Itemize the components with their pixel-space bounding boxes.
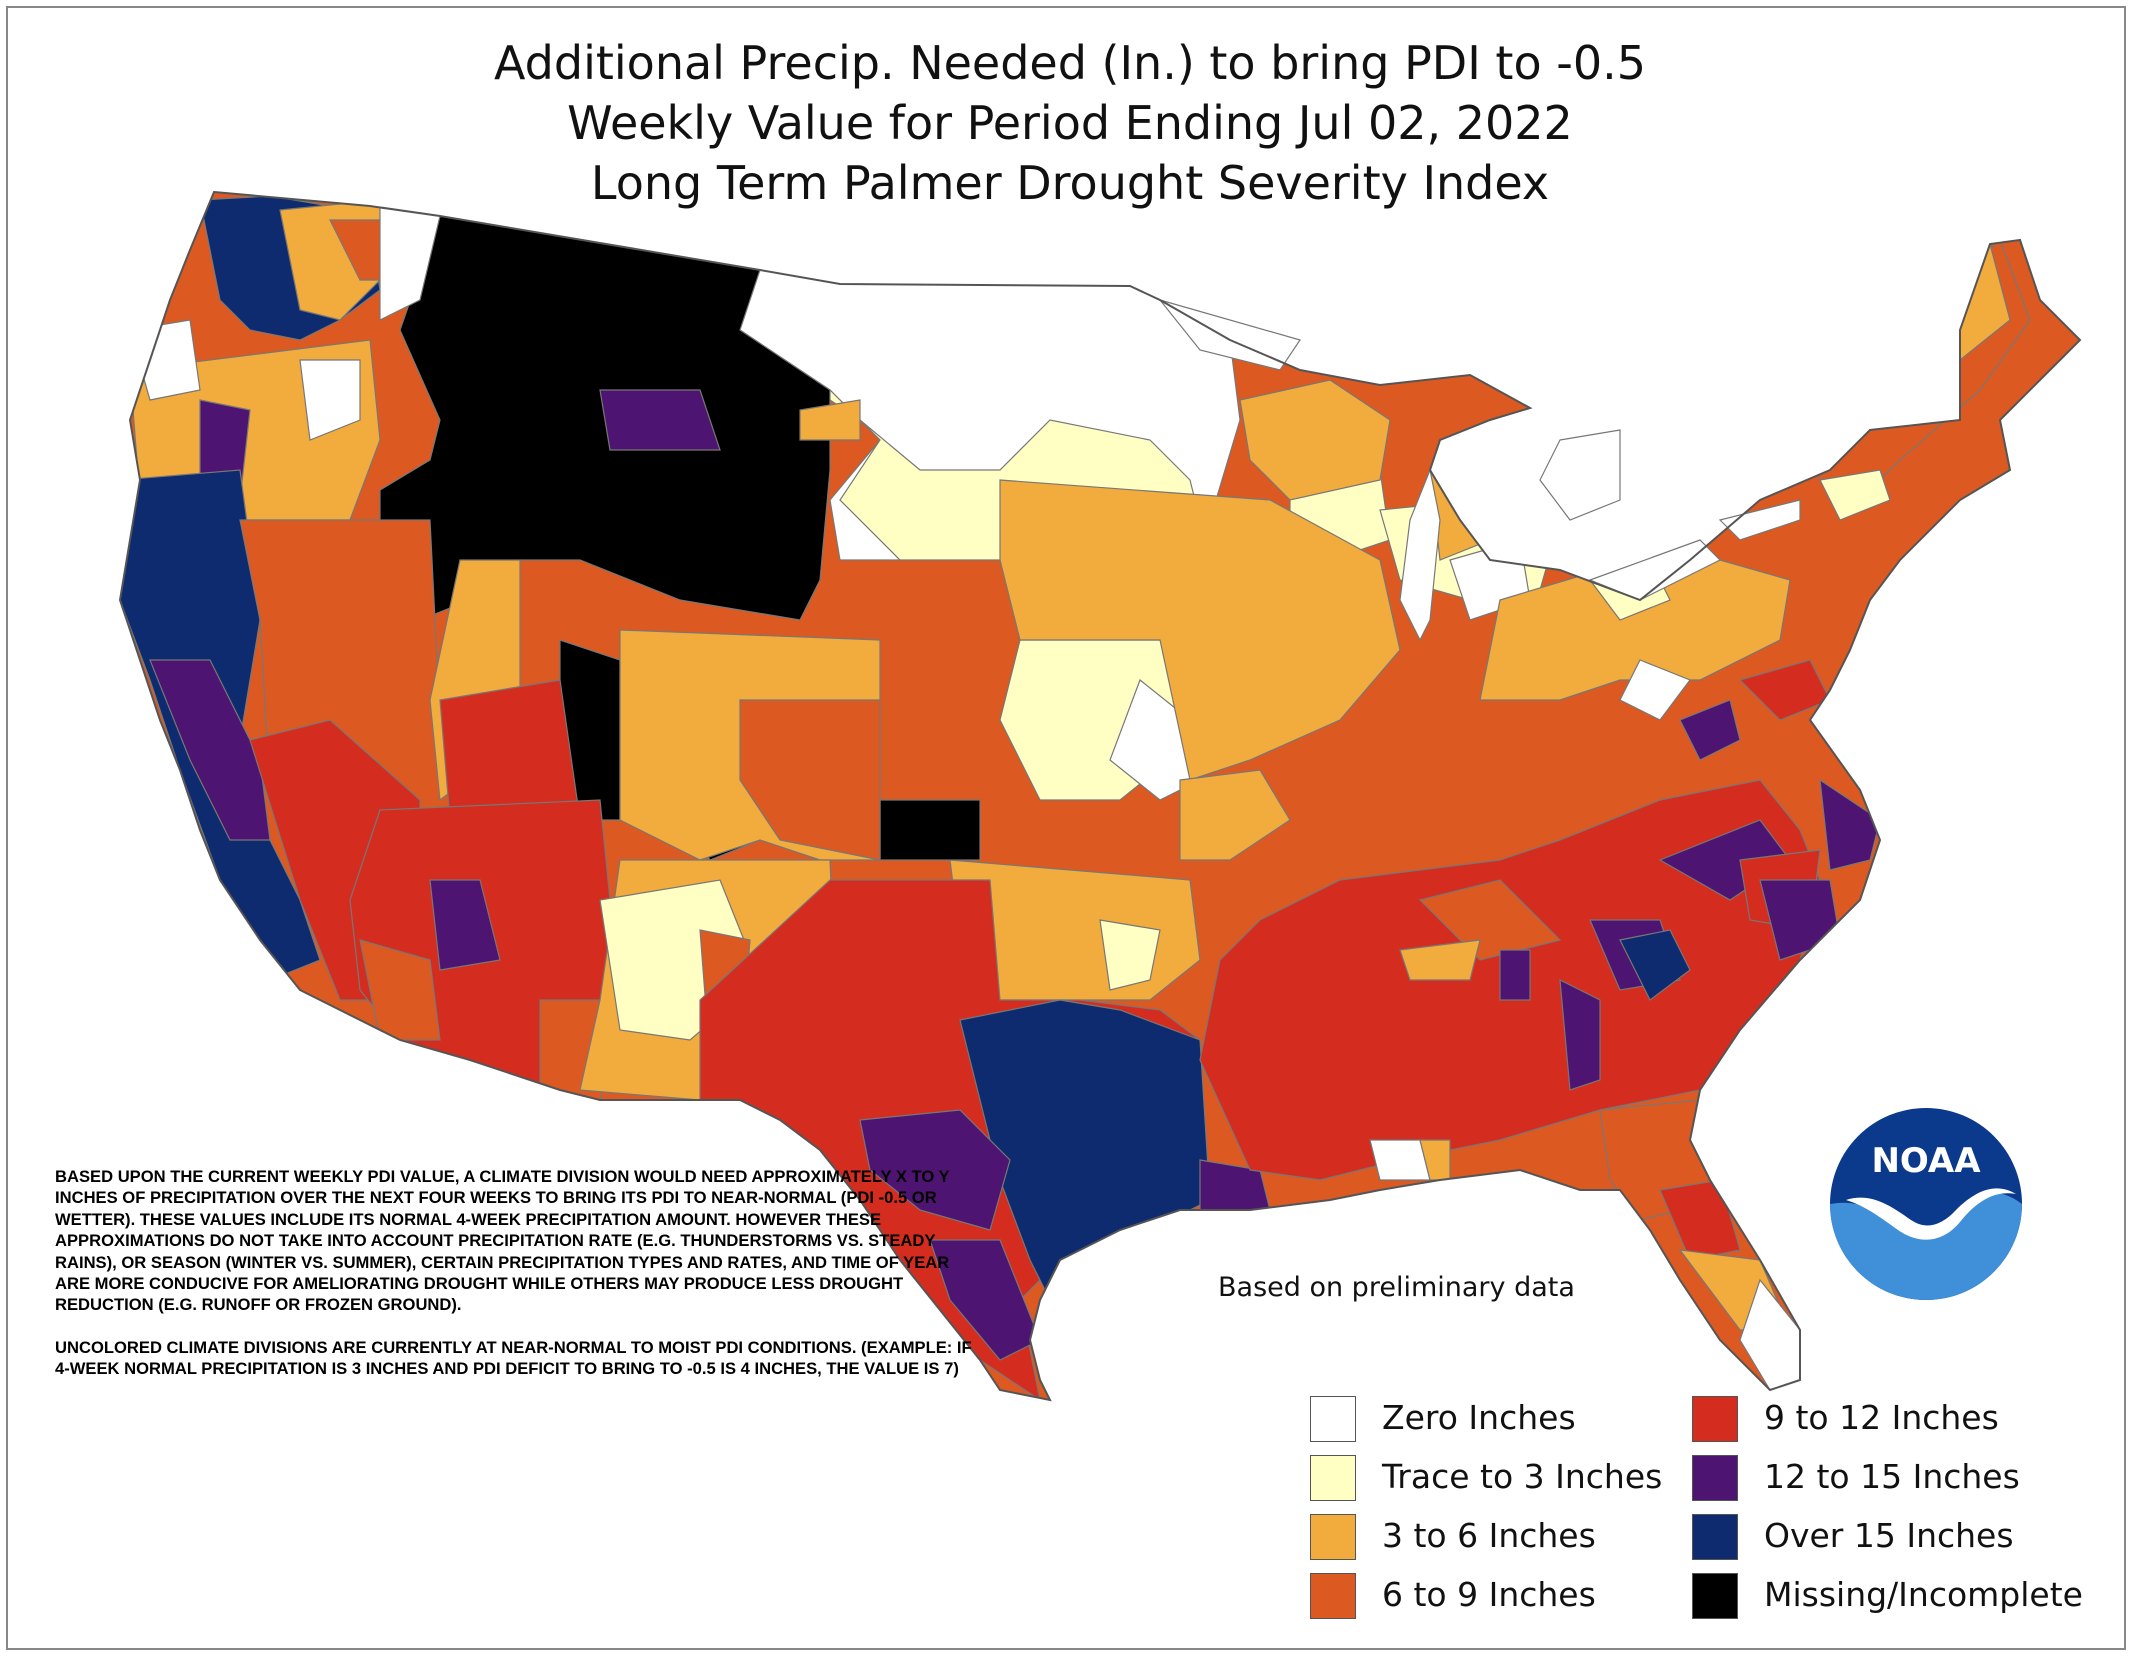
noaa-logo-icon: NOAA [1830,1108,2022,1300]
map-frame [6,6,2126,1650]
legend-label: Zero Inches [1382,1398,1576,1437]
legend-label: Missing/Incomplete [1764,1575,2083,1614]
disclaimer-paragraph-1: BASED UPON THE CURRENT WEEKLY PDI VALUE,… [55,1167,950,1315]
map-title-line-1: Additional Precip. Needed (In.) to bring… [494,36,1646,90]
disclaimer-text: BASED UPON THE CURRENT WEEKLY PDI VALUE,… [55,1166,985,1401]
disclaimer-paragraph-2: UNCOLORED CLIMATE DIVISIONS ARE CURRENTL… [55,1337,972,1379]
legend-swatch [1310,1573,1356,1619]
legend-label: 3 to 6 Inches [1382,1516,1596,1555]
legend-swatch [1310,1514,1356,1560]
legend-label: Trace to 3 Inches [1382,1457,1663,1496]
legend-swatch [1692,1514,1738,1560]
noaa-logo-text: NOAA [1871,1141,1981,1181]
legend-label: 6 to 9 Inches [1382,1575,1596,1614]
map-title-line-3: Long Term Palmer Drought Severity Index [590,156,1550,210]
legend-label: 12 to 15 Inches [1764,1457,2020,1496]
preliminary-data-note: Based on preliminary data [1218,1272,1575,1303]
legend-swatch [1692,1455,1738,1501]
map-title-line-2: Weekly Value for Period Ending Jul 02, 2… [567,96,1573,150]
legend-label: 9 to 12 Inches [1764,1398,1999,1437]
legend-swatch [1692,1573,1738,1619]
legend-swatch [1310,1455,1356,1501]
legend-swatch [1310,1396,1356,1442]
legend-label: Over 15 Inches [1764,1516,2014,1555]
legend-swatch [1692,1396,1738,1442]
